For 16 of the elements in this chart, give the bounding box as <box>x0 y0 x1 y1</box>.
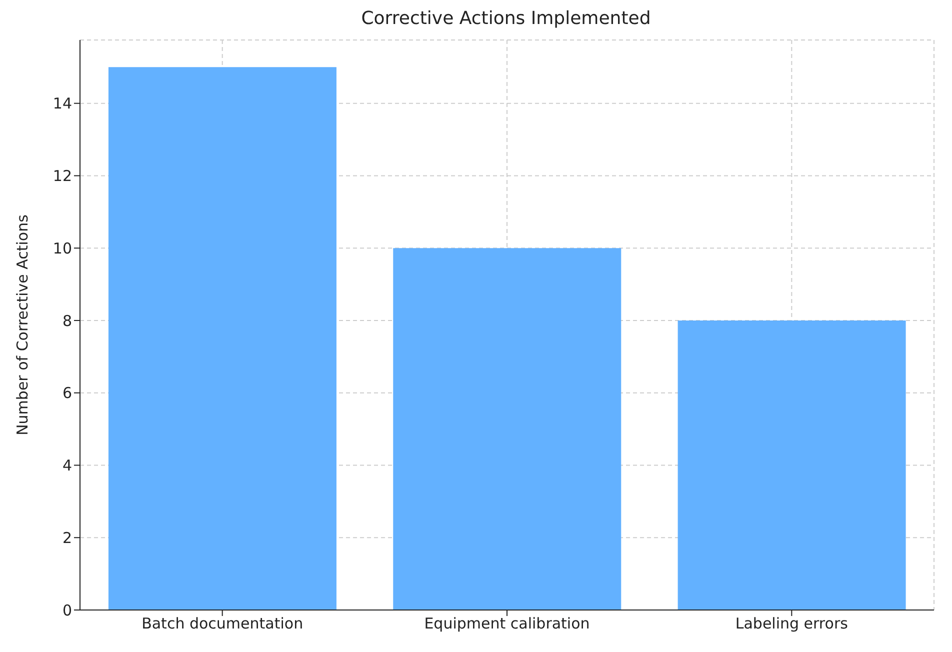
bar <box>393 248 622 610</box>
y-tick-label: 6 <box>62 384 72 402</box>
y-tick-label: 10 <box>52 239 72 258</box>
y-tick-label: 8 <box>62 312 72 330</box>
y-tick-label: 4 <box>62 456 72 475</box>
y-tick-label: 12 <box>52 167 72 186</box>
x-tick-label: Labeling errors <box>735 614 848 633</box>
chart-title: Corrective Actions Implemented <box>360 8 652 31</box>
y-tick-label: 0 <box>62 601 72 620</box>
y-tick-label: 14 <box>52 94 72 113</box>
bar <box>678 320 906 610</box>
bar <box>108 67 336 610</box>
y-axis-title: Number of Corrective Actions <box>13 214 32 436</box>
x-tick-label: Batch documentation <box>142 614 304 633</box>
x-tick-label: Equipment calibration <box>424 614 590 633</box>
y-tick-label: 2 <box>62 528 72 547</box>
